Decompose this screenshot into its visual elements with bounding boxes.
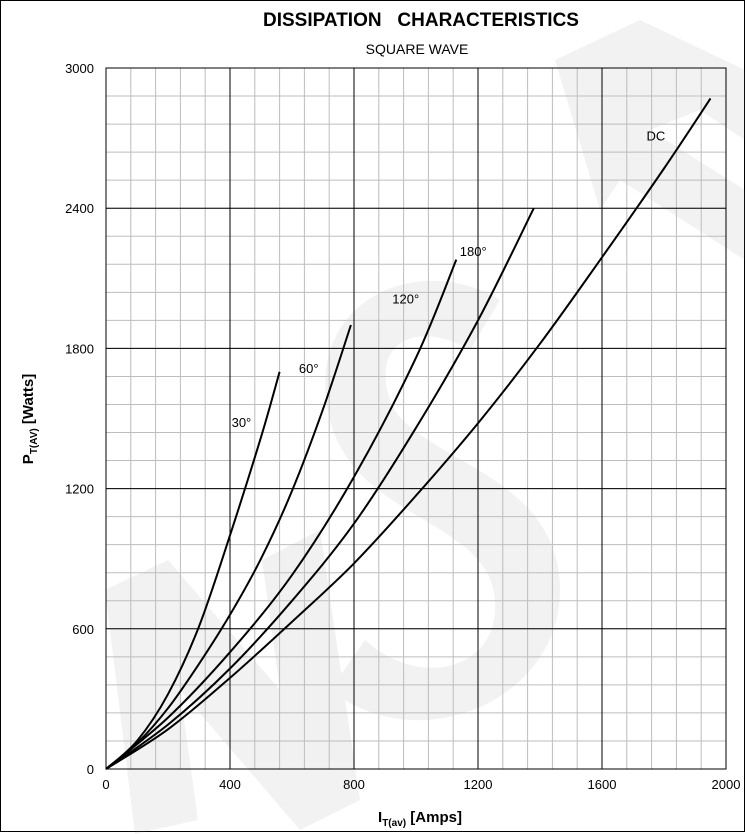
plot-area <box>105 67 727 770</box>
y-tick-label: 1800 <box>65 341 94 356</box>
y-axis-title-sub: T(AV) <box>29 428 40 454</box>
x-tick-label: 400 <box>219 777 241 792</box>
series-label-dc: DC <box>647 128 666 143</box>
x-tick-label: 1200 <box>464 777 493 792</box>
chart-subtitle: SQUARE WAVE <box>366 41 469 57</box>
y-tick-label: 1200 <box>65 482 94 497</box>
y-tick-label: 0 <box>87 762 94 777</box>
series-line-60 <box>105 324 352 770</box>
x-tick-label: 1600 <box>588 777 617 792</box>
series-label-120: 120° <box>392 292 419 307</box>
y-tick-label: 600 <box>72 622 94 637</box>
x-tick-label: 800 <box>343 777 365 792</box>
x-tick-label: 0 <box>102 777 109 792</box>
chart-title: DISSIPATION CHARACTERISTICS <box>263 10 579 31</box>
x-axis-title-rest: [Amps] <box>406 809 462 826</box>
series-label-180: 180° <box>460 244 487 259</box>
y-axis-title-main: P <box>20 454 37 464</box>
x-axis-title: IT(av) [Amps] <box>378 809 462 829</box>
tick-labels: 0 400 800 1200 1600 2000 0 600 1200 1800 2400 3000 <box>65 61 740 792</box>
series-label-30: 30° <box>232 415 252 430</box>
series-line-120 <box>105 259 458 770</box>
y-tick-label: 3000 <box>65 61 94 76</box>
x-tick-label: 2000 <box>712 777 741 792</box>
y-tick-label: 2400 <box>65 201 94 216</box>
series-label-60: 60° <box>299 361 319 376</box>
x-axis-title-main: I <box>378 809 382 826</box>
series-line-dc <box>105 97 712 770</box>
series-line-180 <box>105 207 535 770</box>
y-axis-title: PT(AV) [Watts] <box>20 374 40 464</box>
series-layer: 30° 60° 120° 180° DC <box>105 97 712 770</box>
series-line-30 <box>105 371 281 770</box>
y-axis-title-rest: [Watts] <box>20 374 37 428</box>
x-axis-title-sub: T(av) <box>382 818 406 829</box>
